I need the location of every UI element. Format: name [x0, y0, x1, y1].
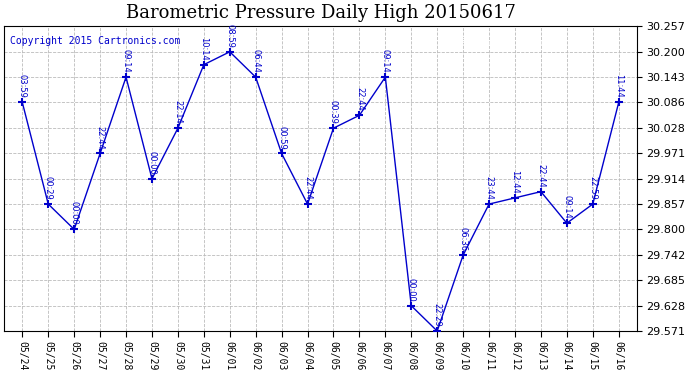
Text: 09:14: 09:14	[381, 49, 390, 73]
Text: 08:59: 08:59	[225, 24, 235, 48]
Text: 00:59: 00:59	[277, 126, 286, 149]
Text: 22:44: 22:44	[96, 126, 105, 149]
Text: Copyright 2015 Cartronics.com: Copyright 2015 Cartronics.com	[10, 36, 181, 46]
Text: 06:36: 06:36	[459, 227, 468, 251]
Text: 00:00: 00:00	[70, 201, 79, 225]
Title: Barometric Pressure Daily High 20150617: Barometric Pressure Daily High 20150617	[126, 4, 515, 22]
Text: 22:29: 22:29	[433, 303, 442, 327]
Text: 03:59: 03:59	[18, 74, 27, 98]
Text: 10:14: 10:14	[199, 37, 208, 60]
Text: 22:14: 22:14	[173, 100, 182, 124]
Text: 22:44: 22:44	[355, 87, 364, 111]
Text: 00:39: 00:39	[329, 100, 338, 124]
Text: 23:44: 23:44	[484, 176, 493, 200]
Text: 22:59: 22:59	[589, 176, 598, 200]
Text: 09:14: 09:14	[121, 49, 130, 73]
Text: 00:29: 00:29	[43, 176, 52, 200]
Text: 00:00: 00:00	[148, 151, 157, 175]
Text: 06:44: 06:44	[251, 49, 260, 73]
Text: 22:44: 22:44	[303, 176, 312, 200]
Text: 11:44: 11:44	[614, 75, 623, 98]
Text: 12:44: 12:44	[511, 170, 520, 194]
Text: 22:44: 22:44	[536, 164, 545, 188]
Text: 09:14: 09:14	[562, 195, 571, 219]
Text: 00:00: 00:00	[407, 278, 416, 302]
